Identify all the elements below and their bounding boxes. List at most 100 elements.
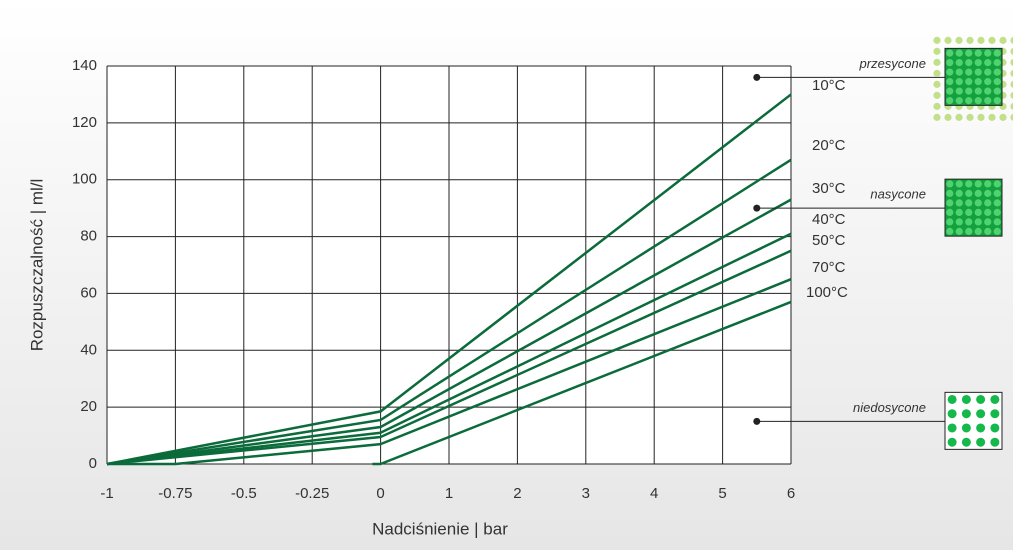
- swatch-dot: [975, 190, 982, 197]
- swatch-dot: [990, 423, 999, 432]
- y-tick-label: 120: [72, 114, 97, 131]
- series-label: 70°C: [812, 259, 846, 276]
- swatch-dot: [977, 114, 984, 121]
- swatch-dot: [975, 69, 982, 76]
- y-tick-label: 0: [89, 455, 97, 472]
- swatch-dot: [933, 92, 940, 99]
- swatch-dot: [944, 37, 951, 44]
- swatch-dot: [946, 180, 953, 187]
- swatch-dot: [946, 218, 953, 225]
- swatch-dot: [984, 97, 991, 104]
- x-tick-label: -0.25: [295, 485, 329, 502]
- swatch-dot: [933, 103, 940, 110]
- swatch-dot: [994, 190, 1001, 197]
- swatch-dot: [956, 97, 963, 104]
- swatch: [945, 179, 1002, 236]
- swatch-dot: [948, 438, 957, 447]
- swatch-dot: [976, 423, 985, 432]
- swatch-dot: [946, 97, 953, 104]
- swatch-dot: [984, 59, 991, 66]
- swatch-dot: [976, 409, 985, 418]
- swatch-dot: [977, 37, 984, 44]
- swatch-dot: [994, 209, 1001, 216]
- swatch-dot: [990, 395, 999, 404]
- swatch-dot: [994, 78, 1001, 85]
- annotation-label: przesycone: [859, 56, 926, 71]
- swatch: [945, 48, 1002, 105]
- swatch-dot: [975, 180, 982, 187]
- swatch-dot: [975, 78, 982, 85]
- swatch-dot: [976, 395, 985, 404]
- swatch-dot: [956, 180, 963, 187]
- swatch-dot: [984, 50, 991, 57]
- swatch-dot: [962, 423, 971, 432]
- swatch-dot: [965, 50, 972, 57]
- swatch-dot: [946, 69, 953, 76]
- series-label: 100°C: [806, 284, 848, 301]
- swatch-dot: [946, 199, 953, 206]
- swatch-dot: [975, 199, 982, 206]
- swatch-dot: [933, 48, 940, 55]
- swatch-dot: [975, 59, 982, 66]
- swatch-dot: [966, 37, 973, 44]
- swatch-dot: [994, 199, 1001, 206]
- x-tick-label: -0.5: [231, 485, 257, 502]
- swatch-dot: [984, 190, 991, 197]
- swatch-dot: [975, 228, 982, 235]
- swatch-dot: [946, 190, 953, 197]
- swatch-dot: [994, 97, 1001, 104]
- y-tick-label: 40: [80, 341, 97, 358]
- swatch-dot: [994, 69, 1001, 76]
- swatch-dot: [975, 88, 982, 95]
- swatch-dot: [994, 228, 1001, 235]
- swatch-dot: [984, 199, 991, 206]
- swatch-dot: [965, 69, 972, 76]
- swatch-dot: [962, 395, 971, 404]
- series-label: 20°C: [812, 137, 846, 154]
- swatch-dot: [956, 228, 963, 235]
- x-tick-label: 5: [718, 485, 726, 502]
- swatch-dot: [965, 88, 972, 95]
- annotation-label: nasycone: [870, 187, 926, 202]
- swatch-dot: [956, 190, 963, 197]
- swatch-dot: [965, 218, 972, 225]
- swatch-dot: [966, 114, 973, 121]
- swatch-dot: [956, 209, 963, 216]
- swatch-dot: [946, 50, 953, 57]
- swatch-dot: [946, 228, 953, 235]
- swatch-dot: [965, 78, 972, 85]
- swatch-dot: [946, 88, 953, 95]
- x-tick-label: 0: [376, 485, 384, 502]
- swatch-dot: [948, 395, 957, 404]
- swatch-dot: [975, 50, 982, 57]
- swatch-dot: [994, 59, 1001, 66]
- swatch-dot: [948, 423, 957, 432]
- swatch-dot: [962, 409, 971, 418]
- annotation-label: niedosycone: [853, 400, 926, 415]
- swatch-dot: [962, 438, 971, 447]
- swatch-dot: [956, 69, 963, 76]
- swatch-dot: [946, 78, 953, 85]
- swatch-dot: [990, 438, 999, 447]
- swatch-dot: [994, 180, 1001, 187]
- swatch-dot: [956, 78, 963, 85]
- swatch-dot: [965, 59, 972, 66]
- swatch-dot: [965, 190, 972, 197]
- swatch-dot: [956, 59, 963, 66]
- swatch-dot: [990, 409, 999, 418]
- swatch-dot: [946, 209, 953, 216]
- x-tick-label: 4: [650, 485, 658, 502]
- swatch-dot: [956, 199, 963, 206]
- swatch-dot: [975, 97, 982, 104]
- chart: Nadciśnienie | bar Rozpuszczalność | ml/…: [0, 0, 1013, 550]
- y-tick-label: 80: [80, 228, 97, 245]
- swatch-dot: [956, 50, 963, 57]
- swatch-dot: [933, 59, 940, 66]
- swatch-dot: [955, 114, 962, 121]
- swatch-dot: [933, 70, 940, 77]
- swatch-dot: [999, 37, 1006, 44]
- x-tick-label: 3: [582, 485, 590, 502]
- swatch-dot: [956, 218, 963, 225]
- series-label: 30°C: [812, 180, 846, 197]
- swatch-dot: [984, 78, 991, 85]
